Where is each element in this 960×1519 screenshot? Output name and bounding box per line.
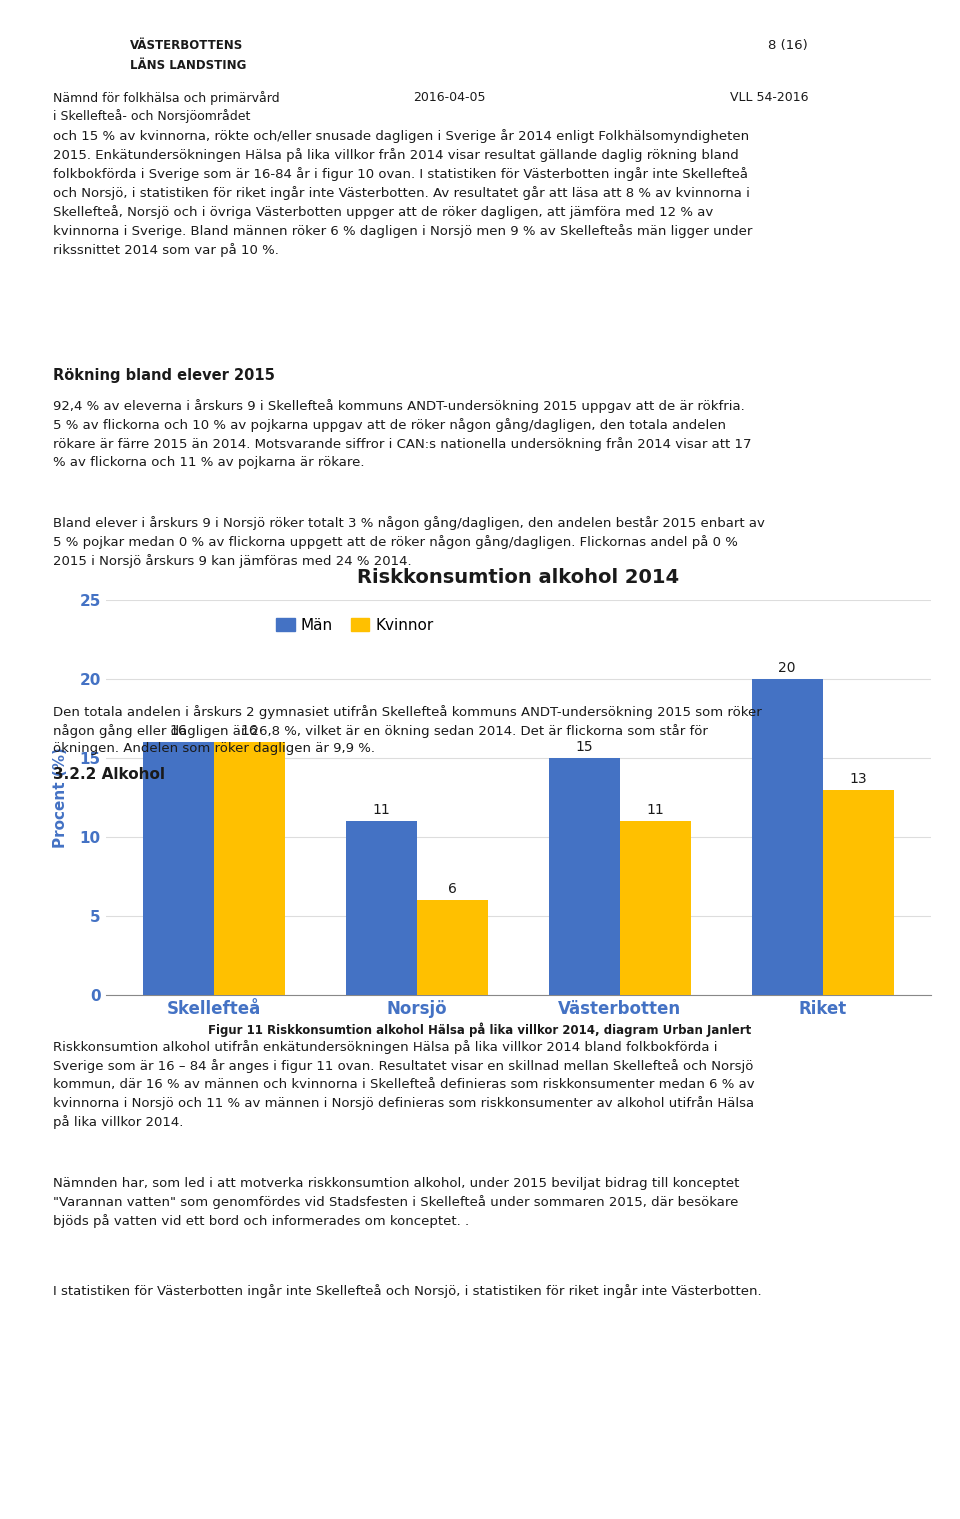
Title: Riskkonsumtion alkohol 2014: Riskkonsumtion alkohol 2014: [357, 568, 680, 588]
Text: Nämnd för folkhälsa och primärvård: Nämnd för folkhälsa och primärvård: [53, 91, 279, 105]
Text: Rökning bland elever 2015: Rökning bland elever 2015: [53, 368, 275, 383]
Text: VÄSTERBOTTENS: VÄSTERBOTTENS: [130, 39, 243, 53]
Text: VLL 54-2016: VLL 54-2016: [730, 91, 808, 105]
Text: Figur 11 Riskkonsumtion alkohol Hälsa på lika villkor 2014, diagram Urban Janler: Figur 11 Riskkonsumtion alkohol Hälsa på…: [208, 1022, 752, 1037]
Text: 15: 15: [575, 740, 593, 753]
Legend: Män, Kvinnor: Män, Kvinnor: [270, 612, 440, 639]
Polygon shape: [47, 17, 100, 65]
Bar: [823, 790, 894, 995]
Bar: [752, 679, 823, 995]
Text: 11: 11: [646, 804, 664, 817]
Polygon shape: [36, 17, 67, 65]
Text: Nämnden har, som led i att motverka riskkonsumtion alkohol, under 2015 beviljat : Nämnden har, som led i att motverka risk…: [53, 1177, 739, 1227]
Text: 13: 13: [850, 772, 867, 785]
Text: I statistiken för Västerbotten ingår inte Skellefteå och Norsjö, i statistiken f: I statistiken för Västerbotten ingår int…: [53, 1284, 761, 1297]
Text: 3.2.2 Alkohol: 3.2.2 Alkohol: [53, 767, 165, 782]
Text: 16: 16: [241, 725, 258, 738]
Text: Bland elever i årskurs 9 i Norsjö röker totalt 3 % någon gång/dagligen, den ande: Bland elever i årskurs 9 i Norsjö röker …: [53, 516, 765, 568]
Text: och 15 % av kvinnorna, rökte och/eller snusade dagligen i Sverige år 2014 enligt: och 15 % av kvinnorna, rökte och/eller s…: [53, 129, 753, 257]
Bar: [620, 822, 691, 995]
Bar: [214, 743, 285, 995]
Bar: [143, 743, 214, 995]
Text: 20: 20: [779, 661, 796, 674]
Text: LÄNS LANDSTING: LÄNS LANDSTING: [130, 59, 246, 73]
Bar: [417, 901, 488, 995]
Y-axis label: Procent (%): Procent (%): [53, 747, 68, 848]
Text: 92,4 % av eleverna i årskurs 9 i Skellefteå kommuns ANDT-undersökning 2015 uppga: 92,4 % av eleverna i årskurs 9 i Skellef…: [53, 399, 752, 469]
Text: Den totala andelen i årskurs 2 gymnasiet utifrån Skellefteå kommuns ANDT-undersö: Den totala andelen i årskurs 2 gymnasiet…: [53, 705, 761, 755]
Bar: [346, 822, 417, 995]
Text: i Skellefteå- och Norsjöområdet: i Skellefteå- och Norsjöområdet: [53, 109, 251, 123]
Text: 8 (16): 8 (16): [768, 39, 807, 53]
Text: 2016-04-05: 2016-04-05: [413, 91, 486, 105]
Text: 11: 11: [372, 804, 391, 817]
Text: 16: 16: [170, 725, 187, 738]
Bar: [549, 758, 620, 995]
Text: Riskkonsumtion alkohol utifrån enkätundersökningen Hälsa på lika villkor 2014 bl: Riskkonsumtion alkohol utifrån enkätunde…: [53, 1041, 755, 1129]
Text: 6: 6: [448, 883, 457, 896]
